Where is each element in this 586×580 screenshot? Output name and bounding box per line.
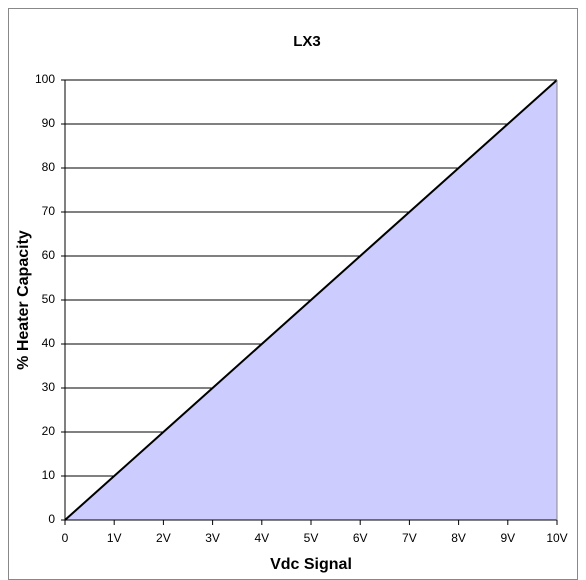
x-tick-label: 0 <box>62 531 69 545</box>
y-tick-label: 60 <box>42 248 56 262</box>
y-tick-label: 90 <box>42 116 56 130</box>
chart-title: LX3 <box>293 33 321 50</box>
y-tick-label: 70 <box>42 204 56 218</box>
y-tick-label: 100 <box>35 72 55 86</box>
x-tick-label: 8V <box>451 531 466 545</box>
area-line <box>64 79 558 521</box>
x-tick-label: 6V <box>353 531 368 545</box>
x-axis-label: Vdc Signal <box>270 556 352 573</box>
y-tick-label: 30 <box>42 380 56 394</box>
x-tick-label: 1V <box>107 531 122 545</box>
x-tick-label: 5V <box>304 531 319 545</box>
y-tick-label: 80 <box>42 160 56 174</box>
y-tick-label: 50 <box>42 292 56 306</box>
x-tick-label: 7V <box>402 531 417 545</box>
y-tick-label: 0 <box>48 512 55 526</box>
y-tick-label: 20 <box>42 424 56 438</box>
x-tick-label: 10V <box>546 531 567 545</box>
y-tick-label: 40 <box>42 336 56 350</box>
x-tick-label: 9V <box>500 531 515 545</box>
x-tick-label: 2V <box>156 531 171 545</box>
y-tick-label: 10 <box>42 468 56 482</box>
x-tick-label: 4V <box>254 531 269 545</box>
x-tick-label: 3V <box>205 531 220 545</box>
y-axis-label: % Heater Capacity <box>15 230 32 370</box>
